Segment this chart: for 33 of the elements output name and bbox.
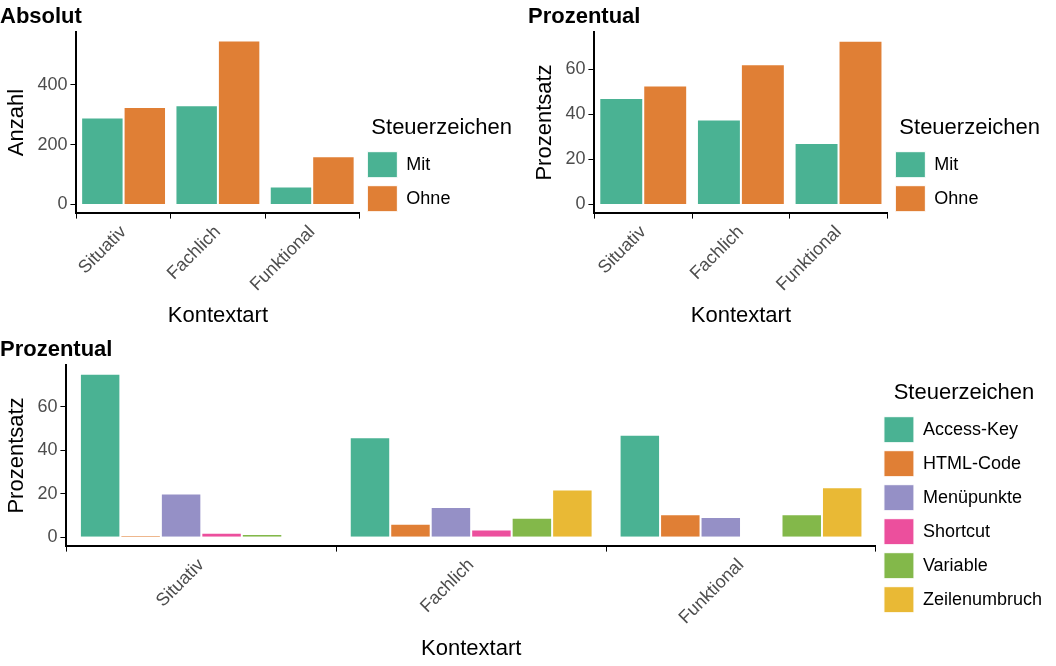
y-tick-label: 0 [57,193,68,214]
x-axis-title: Kontextart [690,301,792,327]
legend-label: Mit [934,153,959,174]
chart-title: Prozentual [0,336,113,362]
y-axis-title: Anzahl [3,88,29,157]
legend-label: Shortcut [922,520,990,541]
y-tick-label: 0 [47,526,58,547]
legend-label: Menüpunkte [922,486,1023,507]
legend-label: Zeilenumbruch [922,588,1043,609]
legend-title: Steuerzeichen [371,114,512,140]
y-tick-label: 20 [565,148,586,169]
chart-title: Absolut [0,3,83,29]
y-tick-label: 60 [37,395,58,416]
y-axis-title: Prozentsatz [531,64,557,181]
legend-label: Access-Key [922,418,1018,439]
y-tick-label: 200 [37,133,68,154]
chart-title: Prozentual [528,3,641,29]
legend-label: HTML-Code [922,452,1021,473]
y-tick-label: 400 [37,73,68,94]
x-axis-title: Kontextart [421,634,522,660]
x-axis-title: Kontextart [167,301,269,327]
legend-label: Ohne [406,187,451,208]
legend-label: Ohne [934,187,979,208]
y-tick-label: 40 [565,103,586,124]
y-tick-label: 60 [565,58,586,79]
y-tick-label: 20 [37,482,58,503]
legend-title: Steuerzeichen [893,379,1035,405]
y-axis-title: Prozentsatz [3,397,29,514]
legend-title: Steuerzeichen [899,114,1040,140]
legend-label: Mit [406,153,431,174]
y-tick-label: 40 [37,439,58,460]
y-tick-label: 0 [575,193,586,214]
legend-label: Variable [922,554,988,575]
